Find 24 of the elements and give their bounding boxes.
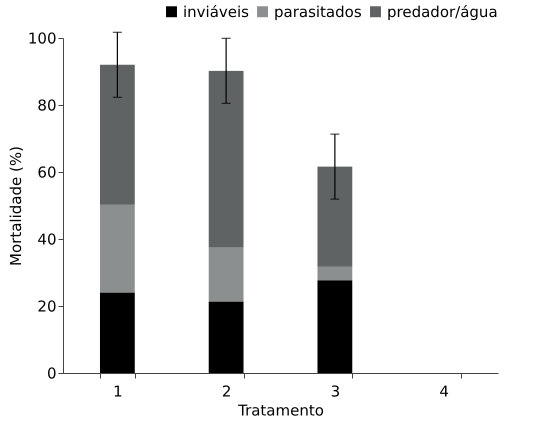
x-tick-label: 2 <box>222 382 232 400</box>
x-tick-label: 4 <box>439 382 449 400</box>
y-tick-label: 100 <box>28 30 56 48</box>
y-tick-label: 60 <box>37 164 56 182</box>
bar <box>317 166 352 266</box>
y-tick-label: 20 <box>37 298 56 316</box>
x-tick-label: 3 <box>330 382 340 400</box>
y-tick-label: 0 <box>46 364 56 382</box>
legend-label: parasitados <box>274 2 362 21</box>
bar <box>317 280 352 373</box>
bar <box>208 70 244 248</box>
bar <box>208 302 244 373</box>
x-axis-title: Tratamento <box>237 402 324 420</box>
bar <box>100 64 135 204</box>
bar <box>208 247 244 302</box>
y-tick-label: 40 <box>37 230 56 248</box>
bar <box>100 204 135 293</box>
bar <box>100 292 135 373</box>
y-tick-label: 80 <box>37 96 56 114</box>
bar <box>317 266 352 281</box>
legend-label: inviáveis <box>183 2 250 21</box>
x-tick-label: 1 <box>113 382 123 400</box>
y-axis-title: Mortalidade (%) <box>6 146 25 266</box>
legend-label: predador/água <box>387 2 498 21</box>
